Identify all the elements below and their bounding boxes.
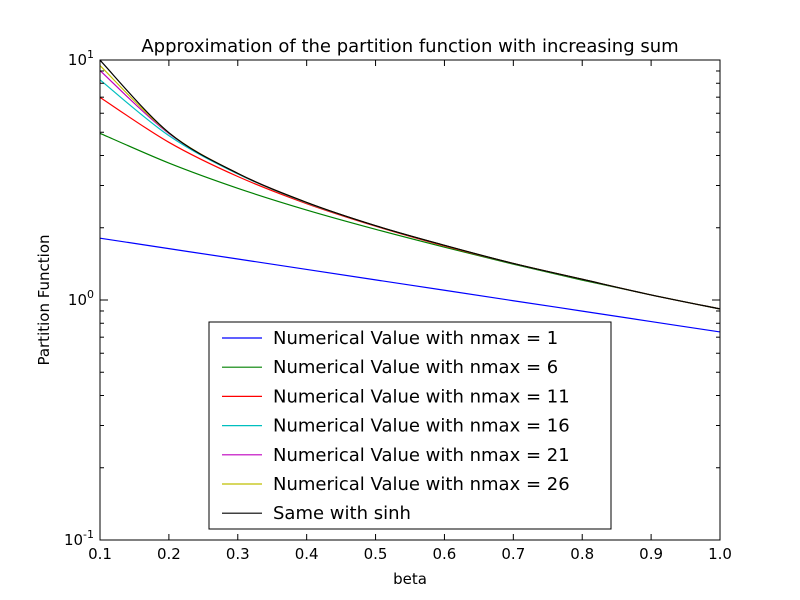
x-tick-label: 0.1 xyxy=(88,545,112,563)
y-tick-exponent: 1 xyxy=(87,48,94,61)
series-line-7 xyxy=(99,59,721,310)
legend-label-3: Numerical Value with nmax = 11 xyxy=(273,386,570,407)
legend: Numerical Value with nmax = 1 Numerical V… xyxy=(208,321,612,530)
y-tick-base: 10 xyxy=(68,51,87,69)
x-tick-label: 1.0 xyxy=(708,545,732,563)
y-tick-base: 10 xyxy=(64,531,83,549)
x-tick-label: 0.6 xyxy=(433,545,457,563)
x-axis-label: beta xyxy=(393,570,427,588)
y-tick-exponent: 0 xyxy=(87,288,94,301)
y-tick-label: 100 xyxy=(68,288,94,309)
legend-frame xyxy=(208,321,612,530)
legend-label-2: Numerical Value with nmax = 6 xyxy=(273,357,558,378)
y-tick-base: 10 xyxy=(68,291,87,309)
legend-items: Numerical Value with nmax = 1 Numerical V… xyxy=(222,328,570,524)
y-tick-label: 10-1 xyxy=(64,528,94,549)
legend-label-1: Numerical Value with nmax = 1 xyxy=(273,328,558,349)
x-tick-label: 0.7 xyxy=(501,545,525,563)
series-line-1 xyxy=(99,237,721,333)
x-tick-label: 0.8 xyxy=(570,545,594,563)
x-tick-label: 0.3 xyxy=(226,545,250,563)
legend-label-5: Numerical Value with nmax = 21 xyxy=(273,445,570,466)
series-layer xyxy=(99,59,721,333)
x-tick-label: 0.9 xyxy=(639,545,663,563)
x-tick-label: 0.4 xyxy=(295,545,319,563)
legend-label-7: Same with sinh xyxy=(273,503,411,524)
legend-label-6: Numerical Value with nmax = 26 xyxy=(273,474,570,495)
y-tick-label: 101 xyxy=(68,48,94,69)
x-tick-label: 0.2 xyxy=(157,545,181,563)
y-tick-exponent: -1 xyxy=(83,528,94,541)
y-axis-label: Partition Function xyxy=(35,234,53,365)
chart-title: Approximation of the partition function … xyxy=(141,36,678,57)
legend-label-4: Numerical Value with nmax = 16 xyxy=(273,416,570,437)
x-tick-label: 0.5 xyxy=(364,545,388,563)
